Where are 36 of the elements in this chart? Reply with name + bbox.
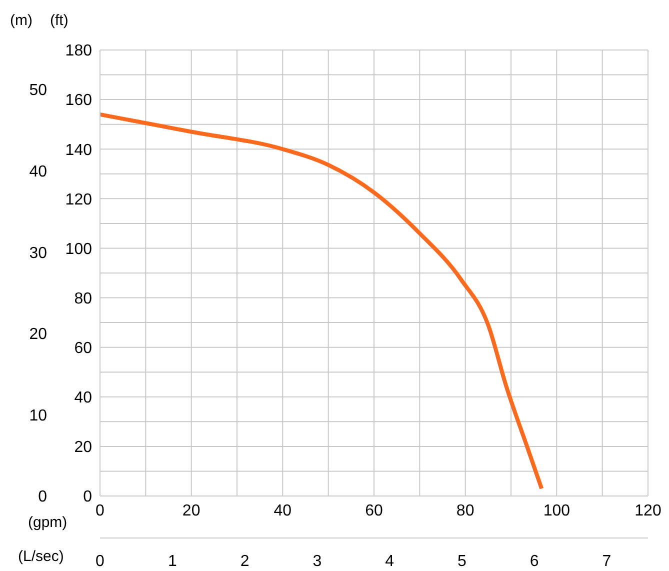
y-tick-label: 120 [65, 191, 92, 208]
y-axis-title: (ft) [50, 12, 68, 29]
y-tick-label: 60 [74, 340, 92, 358]
x2-tick-label: 6 [530, 553, 539, 570]
y2-tick-label: 0 [38, 488, 48, 506]
y-tick-label: 100 [65, 240, 92, 258]
x-tick-label: 40 [274, 502, 292, 520]
x-tick-label: 120 [634, 502, 662, 520]
y2-tick-label: 10 [29, 407, 48, 424]
y-tick-label: 180 [65, 42, 92, 60]
y2-axis-title: (m) [10, 12, 32, 29]
x-tick-label: 100 [543, 502, 570, 520]
x-tick-label: 60 [365, 502, 383, 520]
x2-tick-label: 4 [385, 553, 394, 570]
x2-axis-title: (L/sec) [18, 548, 64, 565]
x-tick-label: 20 [182, 502, 200, 520]
y2-tick-label: 50 [29, 82, 48, 100]
x-tick-label: 80 [456, 502, 474, 520]
x-axis-title: (gpm) [28, 514, 68, 531]
y2-tick-label: 20 [29, 326, 48, 344]
x2-tick-label: 0 [96, 553, 105, 570]
y-tick-label: 40 [74, 390, 92, 407]
y2-tick-label: 30 [29, 244, 48, 262]
y-tick-label: 80 [74, 290, 92, 308]
x2-tick-label: 7 [602, 553, 612, 570]
x2-tick-label: 1 [168, 553, 177, 570]
y2-tick-label: 40 [29, 163, 48, 180]
y-tick-label: 160 [65, 92, 92, 110]
x2-tick-label: 5 [458, 553, 466, 570]
x2-tick-label: 2 [240, 553, 250, 570]
y-tick-label: 0 [83, 488, 92, 506]
x-tick-label: 0 [96, 502, 105, 520]
line-series [100, 112, 544, 491]
x2-tick-label: 3 [312, 553, 322, 570]
y-tick-label: 20 [74, 439, 92, 456]
y-tick-label: 140 [65, 142, 92, 159]
